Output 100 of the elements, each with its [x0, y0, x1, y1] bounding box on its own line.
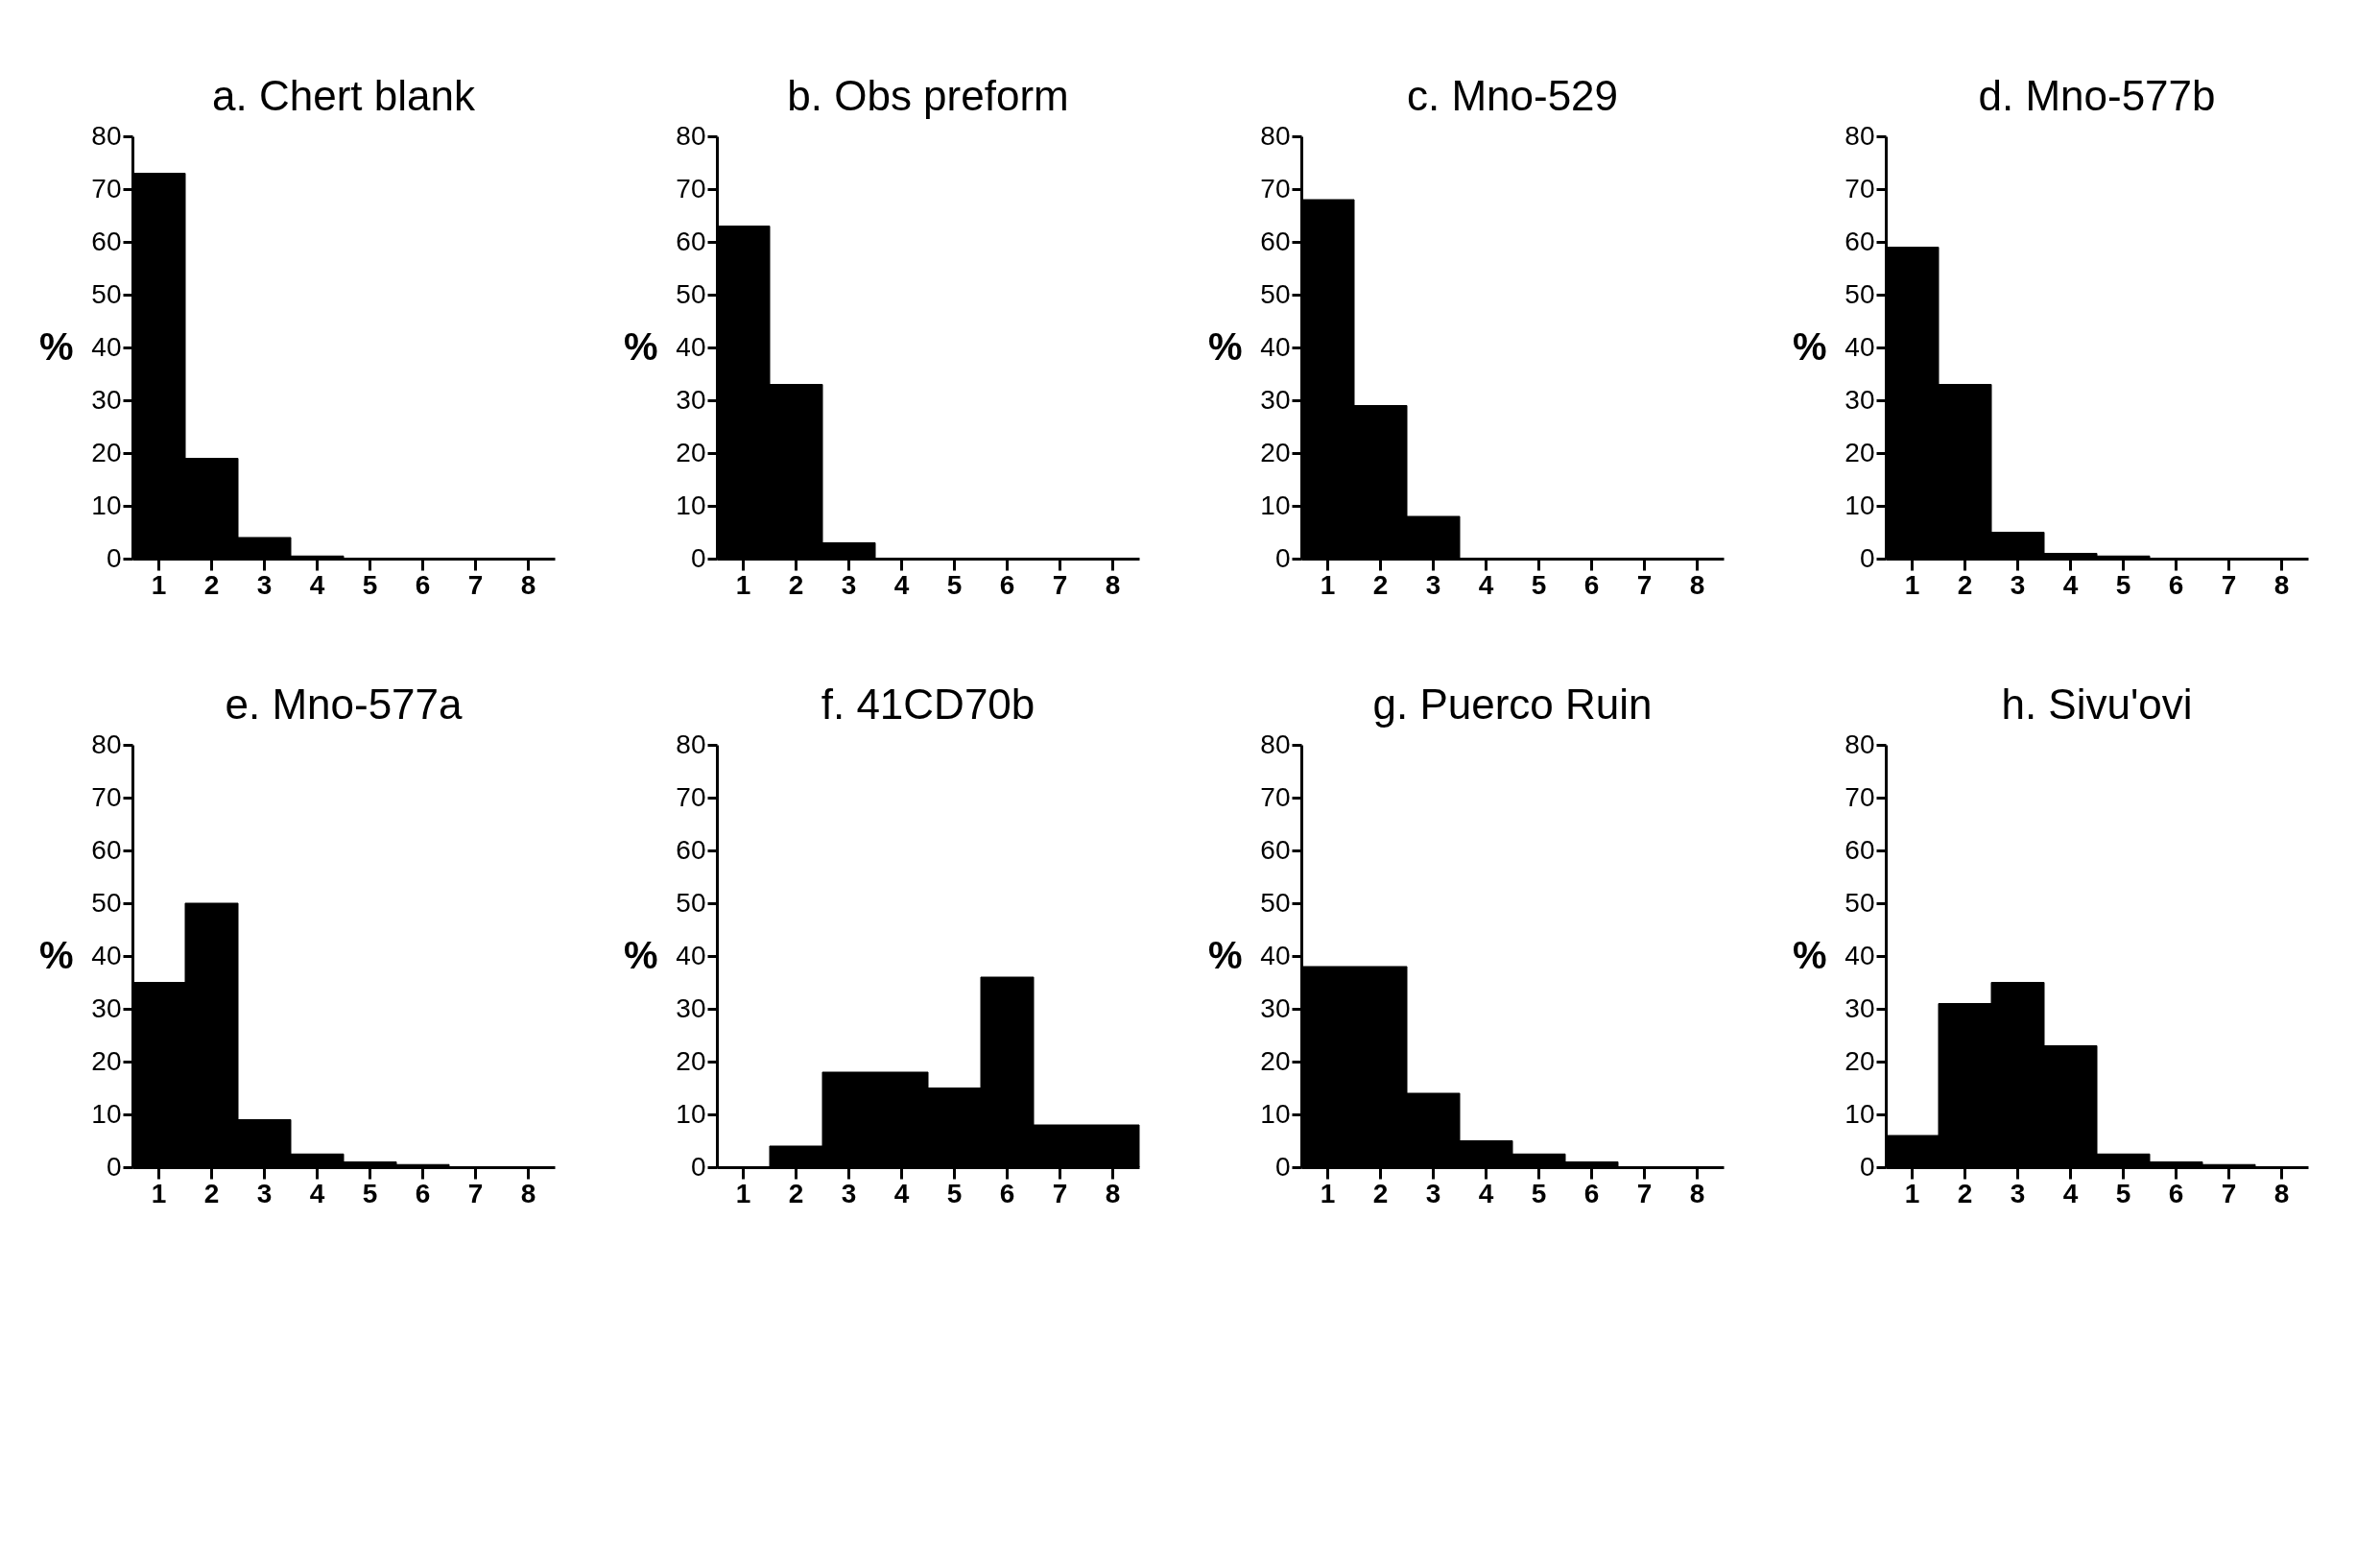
x-tick-label: 8	[2273, 1178, 2290, 1208]
x-tick-label: 2	[788, 569, 804, 600]
x-tick-label: 7	[1052, 569, 1068, 600]
x-tick-label: 2	[203, 1178, 220, 1208]
x-tick-label: 6	[1583, 569, 1600, 600]
y-tick-label: 0	[1859, 1151, 1875, 1182]
y-axis-title: %	[1792, 933, 1827, 976]
x-tick-label: 2	[1957, 569, 1973, 600]
y-tick-label: 20	[91, 1045, 122, 1076]
y-tick-label: 30	[1844, 384, 1875, 415]
y-tick-label: 60	[676, 834, 706, 865]
y-tick-label: 60	[1260, 226, 1291, 256]
y-tick-label: 50	[1260, 887, 1291, 918]
x-tick-label: 2	[203, 569, 220, 600]
x-tick-label: 5	[2115, 1178, 2131, 1208]
x-tick-label: 5	[946, 569, 963, 600]
y-tick-label: 40	[91, 331, 122, 362]
x-tick-label: 4	[1478, 569, 1494, 600]
y-tick-label: 20	[676, 437, 706, 467]
x-tick-label: 6	[415, 1178, 431, 1208]
x-tick-label: 1	[151, 569, 167, 600]
y-tick-label: 10	[91, 490, 122, 520]
y-tick-label: 80	[91, 120, 122, 151]
y-tick-label: 70	[1260, 781, 1291, 812]
x-tick-label: 7	[2221, 569, 2237, 600]
y-tick-label: 50	[1844, 278, 1875, 309]
y-tick-label: 40	[676, 331, 706, 362]
x-tick-label: 3	[256, 1178, 273, 1208]
y-tick-label: 80	[676, 729, 706, 759]
x-tick-label: 1	[1320, 569, 1336, 600]
y-tick-label: 30	[91, 992, 122, 1023]
x-tick-label: 3	[841, 569, 857, 600]
x-tick-label: 8	[1689, 1178, 1705, 1208]
y-tick-label: 80	[1260, 120, 1291, 151]
y-axis-title: %	[38, 324, 74, 368]
x-tick-label: 3	[2010, 1178, 2026, 1208]
x-tick-label: 4	[309, 569, 325, 600]
chart-title: f. 41CD70b	[821, 681, 1035, 728]
y-tick-label: 20	[1844, 437, 1875, 467]
y-tick-label: 60	[1844, 834, 1875, 865]
y-tick-label: 50	[91, 278, 122, 309]
x-tick-label: 8	[520, 569, 536, 600]
x-tick-label: 6	[415, 569, 431, 600]
y-tick-label: 0	[1859, 542, 1875, 573]
x-tick-label: 1	[735, 569, 751, 600]
x-tick-label: 8	[1689, 569, 1705, 600]
y-tick-label: 10	[91, 1098, 122, 1129]
y-tick-label: 80	[91, 729, 122, 759]
y-tick-label: 80	[1260, 729, 1291, 759]
x-tick-label: 5	[2115, 569, 2131, 600]
y-tick-label: 20	[1260, 1045, 1291, 1076]
x-tick-label: 7	[467, 1178, 484, 1208]
x-tick-label: 6	[999, 1178, 1015, 1208]
y-tick-label: 50	[676, 278, 706, 309]
y-tick-label: 70	[676, 173, 706, 203]
y-tick-label: 30	[676, 992, 706, 1023]
y-tick-label: 50	[1260, 278, 1291, 309]
chart-title: a. Chert blank	[212, 72, 476, 119]
chart-title: b. Obs preform	[787, 72, 1069, 119]
x-tick-label: 4	[1478, 1178, 1494, 1208]
y-tick-label: 70	[91, 781, 122, 812]
y-tick-label: 70	[91, 173, 122, 203]
x-tick-label: 8	[520, 1178, 536, 1208]
x-tick-label: 2	[1957, 1178, 1973, 1208]
x-tick-label: 2	[788, 1178, 804, 1208]
y-tick-label: 0	[690, 542, 706, 573]
x-tick-label: 5	[946, 1178, 963, 1208]
x-tick-label: 7	[1636, 569, 1653, 600]
y-tick-label: 50	[676, 887, 706, 918]
x-tick-label: 6	[2168, 569, 2184, 600]
y-tick-label: 60	[1844, 226, 1875, 256]
y-tick-label: 0	[1274, 542, 1291, 573]
y-tick-label: 10	[1260, 490, 1291, 520]
x-tick-label: 7	[1636, 1178, 1653, 1208]
y-tick-label: 20	[676, 1045, 706, 1076]
x-tick-label: 7	[2221, 1178, 2237, 1208]
y-tick-label: 30	[91, 384, 122, 415]
y-tick-label: 40	[676, 940, 706, 970]
x-tick-label: 5	[1531, 1178, 1547, 1208]
y-tick-label: 30	[1844, 992, 1875, 1023]
y-tick-label: 50	[1844, 887, 1875, 918]
x-tick-label: 3	[841, 1178, 857, 1208]
x-tick-label: 8	[1105, 1178, 1121, 1208]
y-tick-label: 40	[91, 940, 122, 970]
chart-title: g. Puerco Ruin	[1372, 681, 1653, 728]
y-axis-title: %	[1207, 324, 1243, 368]
chart-title: h. Sivu'ovi	[2001, 681, 2193, 728]
chart-title: c. Mno-529	[1406, 72, 1619, 119]
y-tick-label: 40	[1844, 940, 1875, 970]
x-tick-label: 6	[1583, 1178, 1600, 1208]
y-axis-title: %	[38, 933, 74, 976]
y-tick-label: 80	[1844, 120, 1875, 151]
x-tick-label: 1	[735, 1178, 751, 1208]
y-tick-label: 0	[106, 542, 122, 573]
x-tick-label: 4	[2062, 569, 2079, 600]
x-tick-label: 2	[1372, 1178, 1389, 1208]
y-tick-label: 0	[1274, 1151, 1291, 1182]
y-tick-label: 20	[91, 437, 122, 467]
y-tick-label: 10	[676, 1098, 706, 1129]
y-tick-label: 0	[106, 1151, 122, 1182]
